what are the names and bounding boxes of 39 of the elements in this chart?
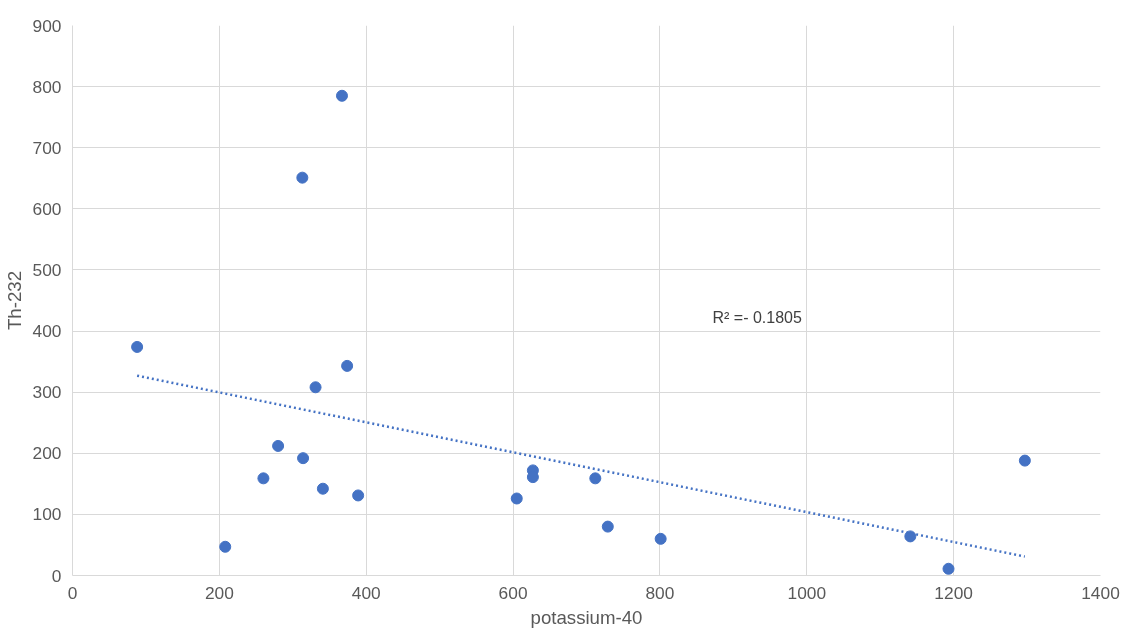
x-tick-label: 200 (204, 582, 234, 603)
point (257, 472, 270, 485)
x-tick-label: 400 (351, 582, 381, 603)
annotation: R² =- 0.1805 (712, 308, 802, 326)
x-axis-title: potassium-40 (530, 606, 643, 628)
point (589, 472, 602, 485)
y-tick-label: 100 (32, 504, 62, 525)
y-tick-label: 500 (32, 259, 62, 280)
point (352, 489, 365, 502)
y-tick-label: 700 (32, 137, 62, 158)
y-axis-title: Th-232 (3, 270, 25, 331)
point (1018, 454, 1031, 467)
point (654, 532, 667, 545)
point (942, 562, 955, 575)
x-tick-label: 800 (645, 582, 675, 603)
y-tick-label: 0 (51, 565, 62, 586)
point (296, 171, 309, 184)
y-tick-label: 800 (32, 76, 62, 97)
point (335, 89, 348, 102)
point (272, 439, 285, 452)
point (510, 492, 523, 505)
x-tick-label: 1200 (934, 582, 973, 603)
point (316, 482, 329, 495)
x-tick-label: 0 (67, 582, 78, 603)
x-tick-label: 1000 (787, 582, 827, 603)
point (131, 340, 144, 353)
point (341, 359, 354, 372)
point (309, 381, 322, 394)
y-tick-label: 900 (32, 15, 62, 36)
point (297, 452, 310, 465)
y-tick-label: 200 (32, 443, 62, 464)
y-tick-label: 300 (32, 382, 62, 403)
point (219, 540, 232, 553)
point (601, 520, 614, 533)
x-tick-label: 600 (498, 582, 528, 603)
y-tick-label: 600 (32, 198, 62, 219)
point (904, 530, 917, 543)
x-tick-label: 1400 (1081, 582, 1120, 603)
y-tick-label: 400 (32, 321, 62, 342)
